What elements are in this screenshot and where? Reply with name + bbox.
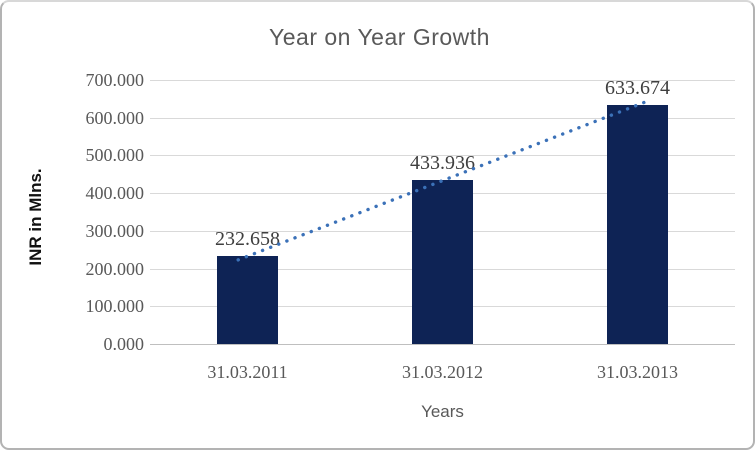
bar — [412, 180, 473, 344]
gridline — [150, 117, 735, 119]
plot-area: 232.658 433.936 633.674 — [150, 77, 735, 345]
y-tick-label: 100.000 — [85, 296, 145, 317]
x-axis-title: Years — [421, 402, 464, 421]
y-tick-label: 300.000 — [85, 220, 145, 241]
y-tick-label: 200.000 — [85, 258, 145, 279]
x-tick-label: 31.03.2013 — [597, 362, 678, 382]
y-axis-tick-labels: 0.000 100.000 200.000 300.000 400.000 500.000… — [34, 2, 145, 448]
y-tick-label: 700.000 — [85, 70, 145, 90]
bar — [217, 256, 278, 344]
x-tick-label: 31.03.2012 — [402, 362, 483, 382]
data-label: 433.936 — [410, 152, 475, 175]
gridline — [150, 155, 735, 157]
x-tick-label: 31.03.2011 — [207, 362, 288, 382]
data-label: 633.674 — [605, 77, 670, 100]
y-tick-label: 600.000 — [85, 107, 145, 128]
trendline — [236, 98, 653, 262]
chart-title: Year on Year Growth — [269, 24, 490, 50]
bar — [607, 105, 668, 344]
data-label: 232.658 — [215, 228, 280, 251]
y-tick-label: 500.000 — [85, 145, 145, 166]
y-tick-label: 0.000 — [103, 334, 145, 354]
gridline — [150, 80, 735, 81]
y-tick-label: 400.000 — [85, 183, 145, 204]
